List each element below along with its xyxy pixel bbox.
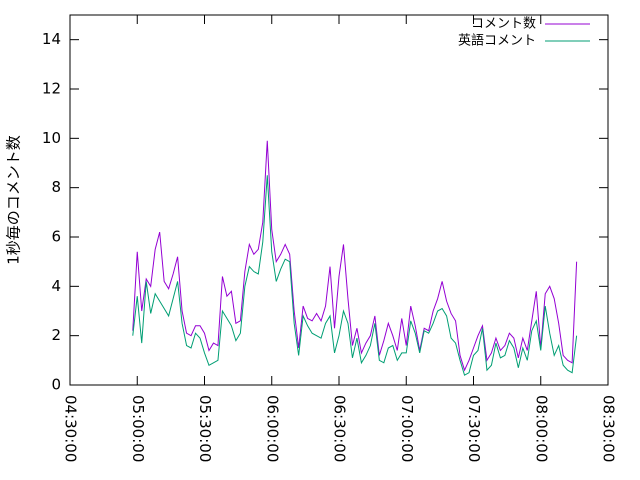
y-tick-label: 14 bbox=[42, 30, 61, 48]
x-tick-label: 07:00:00 bbox=[398, 395, 416, 462]
legend-label: コメント数 bbox=[471, 17, 536, 32]
legend-label: 英語コメント bbox=[458, 33, 536, 49]
y-tick-label: 0 bbox=[51, 376, 61, 394]
x-tick-label: 08:00:00 bbox=[532, 395, 550, 462]
x-tick-label: 08:30:00 bbox=[600, 395, 618, 462]
y-tick-label: 8 bbox=[51, 178, 61, 196]
y-tick-label: 12 bbox=[42, 80, 61, 98]
series-line bbox=[132, 175, 578, 376]
y-tick-label: 4 bbox=[51, 277, 61, 295]
y-tick-label: 6 bbox=[51, 228, 61, 246]
series-line bbox=[132, 140, 578, 372]
y-axis-label: 1秒毎のコメント数 bbox=[5, 135, 23, 265]
x-tick-label: 06:30:00 bbox=[331, 395, 349, 462]
x-tick-label: 07:30:00 bbox=[465, 395, 483, 462]
y-tick-label: 2 bbox=[51, 326, 61, 344]
plot-border bbox=[69, 14, 609, 386]
x-tick-label: 04:30:00 bbox=[62, 395, 80, 462]
y-tick-label: 10 bbox=[42, 129, 61, 147]
x-tick-label: 05:30:00 bbox=[196, 395, 214, 462]
x-tick-label: 06:00:00 bbox=[263, 395, 281, 462]
x-tick-label: 05:00:00 bbox=[129, 395, 147, 462]
